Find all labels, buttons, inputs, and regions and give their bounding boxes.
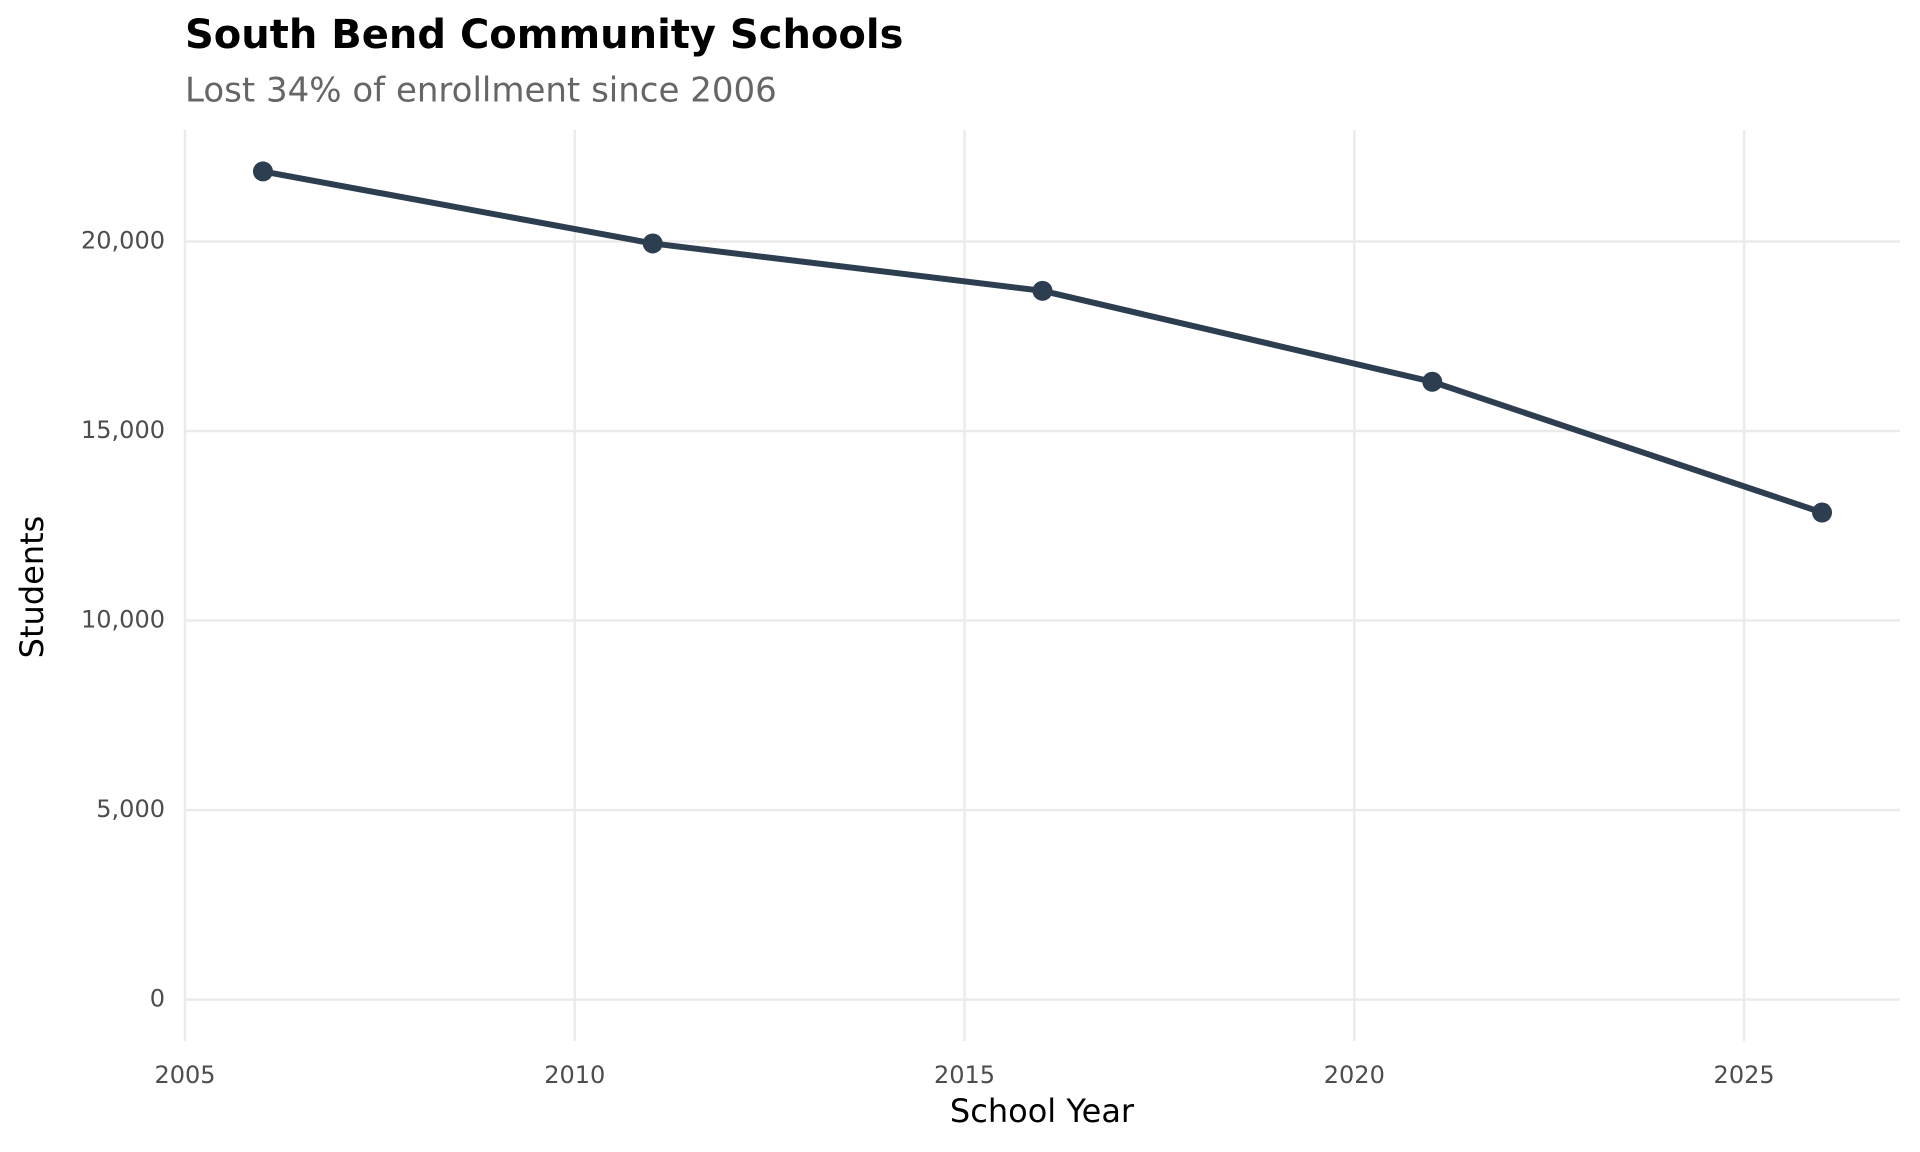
data-point [642, 233, 663, 254]
chart-subtitle: Lost 34% of enrollment since 2006 [185, 71, 777, 111]
data-point [252, 161, 273, 182]
y-tick-label: 20,000 [81, 227, 165, 255]
data-point [1032, 280, 1053, 301]
chart-title: South Bend Community Schools [185, 12, 903, 58]
x-tick-label: 2025 [1714, 1061, 1775, 1089]
x-tick-label: 2020 [1324, 1061, 1385, 1089]
y-axis-title: Students [13, 516, 51, 659]
data-line [262, 168, 1824, 516]
data-point [1812, 502, 1833, 523]
x-axis-title: School Year [950, 1092, 1135, 1130]
data-point [1422, 371, 1443, 392]
x-tick-label: 2015 [934, 1061, 995, 1089]
y-tick-label: 10,000 [81, 606, 165, 634]
y-tick-label: 5,000 [96, 795, 165, 823]
y-tick-label: 15,000 [81, 416, 165, 444]
x-tick-label: 2010 [544, 1061, 605, 1089]
x-tick-label: 2005 [154, 1061, 215, 1089]
y-tick-label: 0 [150, 985, 165, 1013]
